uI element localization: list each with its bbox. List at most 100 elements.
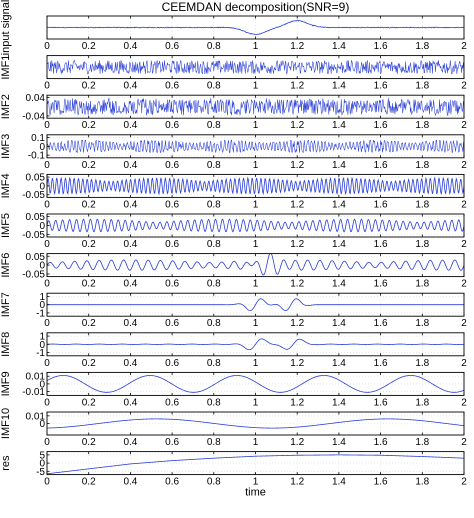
x-tick-label: 0.8	[207, 41, 221, 52]
x-tick-label: 0.4	[123, 120, 137, 131]
x-tick-label: 1.4	[332, 41, 346, 52]
y-tick-label: 0	[39, 340, 45, 351]
x-tick-label: 1	[253, 477, 259, 488]
x-tick-label: 1.6	[374, 397, 388, 408]
x-tick-label: 1	[253, 199, 259, 210]
y-axis-label: input signal	[0, 0, 12, 55]
series-line	[46, 418, 465, 429]
x-tick-label: 2	[461, 81, 467, 92]
chart-title: CEEMDAN decomposition(SNR=9)	[162, 0, 350, 14]
x-tick-label: 1.2	[290, 41, 304, 52]
y-axis-label: IMF8	[0, 332, 12, 357]
x-tick-label: 0.8	[207, 120, 221, 131]
x-tick-label: 2	[461, 437, 467, 448]
x-tick-label: 1.2	[290, 120, 304, 131]
x-tick-label: 0.2	[82, 318, 96, 329]
y-axis-label: IMF5	[0, 213, 12, 238]
panel-imf5: 0 0.2 0.4 0.6 0.8 1 1.2 1.4 1.6 1.8 20.050-0.05IMF…	[0, 212, 467, 250]
x-tick-label: 0.4	[123, 318, 137, 329]
x-tick-label: 0.2	[82, 477, 96, 488]
x-tick-label: 1	[253, 41, 259, 52]
y-tick-label: 0	[39, 261, 45, 272]
x-tick-label: 0.6	[165, 81, 179, 92]
y-tick-label: -1	[36, 308, 45, 319]
x-tick-label: 0.8	[207, 358, 221, 369]
y-axis-label: IMF3	[0, 134, 12, 159]
x-tick-label: 0.2	[82, 239, 96, 250]
x-tick-label: 1.8	[415, 239, 429, 250]
x-tick-label: 1.2	[290, 160, 304, 171]
x-tick-label: 1.8	[415, 81, 429, 92]
y-tick-label: 0	[39, 142, 45, 153]
panel-imf2: 0 0.2 0.4 0.6 0.8 1 1.2 1.4 1.6 1.8 2 0.04 -0.04 IMF2	[0, 93, 467, 131]
y-tick-label: 1	[39, 292, 45, 303]
x-tick-label: 0.2	[82, 397, 96, 408]
x-tick-label: 1.6	[374, 477, 388, 488]
y-tick-label: 0.1	[31, 133, 45, 144]
y-tick-label: -0.05	[22, 269, 45, 280]
x-tick-label: 1.2	[290, 437, 304, 448]
x-tick-label: 1.6	[374, 279, 388, 290]
x-tick-label: 0.8	[207, 239, 221, 250]
panel-imf6: 0 0.2 0.4 0.6 0.8 1 1.2 1.4 1.6 1.8 20.050-0.05IMF…	[0, 252, 467, 290]
x-tick-label: 0.6	[165, 239, 179, 250]
x-axis-label: time	[245, 487, 266, 499]
x-tick-label: 0	[44, 199, 50, 210]
y-axis-label: IMF1	[0, 55, 12, 80]
x-tick-label: 0.4	[123, 477, 137, 488]
y-tick-label: 0.05	[26, 212, 46, 223]
x-tick-label: 2	[461, 358, 467, 369]
y-tick-label: -0.01	[22, 387, 45, 398]
x-tick-label: 1.6	[374, 41, 388, 52]
x-tick-label: 1.2	[290, 199, 304, 210]
x-tick-label: 0	[44, 120, 50, 131]
y-tick-label: 0.01	[26, 372, 46, 383]
y-axis-label: res	[0, 455, 12, 471]
y-axis-label: IMF4	[0, 173, 12, 198]
series-line	[46, 338, 465, 351]
x-tick-label: 0.6	[165, 279, 179, 290]
x-tick-label: 2	[461, 41, 467, 52]
x-tick-label: 0.8	[207, 477, 221, 488]
series-line	[46, 253, 465, 276]
series-line	[46, 139, 465, 154]
y-tick-label: 0	[39, 379, 45, 390]
x-tick-label: 0.4	[123, 239, 137, 250]
series-line	[46, 19, 465, 36]
x-tick-label: 2	[461, 239, 467, 250]
series-line	[46, 454, 465, 475]
y-axis-label: IMF9	[0, 371, 12, 396]
x-tick-label: 0.2	[82, 199, 96, 210]
y-tick-label: -0.04	[22, 111, 45, 122]
x-tick-label: 0.2	[82, 160, 96, 171]
panel-imf9: 0 0.2 0.4 0.6 0.8 1 1.2 1.4 1.6 1.8 20.010-0.01IMF…	[0, 371, 467, 408]
x-tick-label: 1.6	[374, 81, 388, 92]
x-tick-label: 0.2	[82, 120, 96, 131]
x-tick-label: 1.6	[374, 199, 388, 210]
x-tick-label: 1.8	[415, 318, 429, 329]
x-tick-label: 0	[44, 81, 50, 92]
x-tick-label: 2	[461, 477, 467, 488]
x-tick-label: 0.8	[207, 318, 221, 329]
x-tick-label: 0.4	[123, 397, 137, 408]
x-tick-label: 0.6	[165, 120, 179, 131]
x-tick-label: 1.4	[332, 358, 346, 369]
x-tick-label: 0.8	[207, 397, 221, 408]
x-tick-label: 0.4	[123, 358, 137, 369]
panel-input-signal: 0 0.2 0.4 0.6 0.8 1 1.2 1.4 1.6 1.8 2 input signal	[0, 0, 467, 55]
y-axis-label: IMF6	[0, 253, 12, 278]
x-tick-label: 0	[44, 279, 50, 290]
x-tick-label: 0	[44, 239, 50, 250]
x-tick-label: 0.6	[165, 477, 179, 488]
x-tick-label: 1.4	[332, 239, 346, 250]
x-tick-label: 0.2	[82, 437, 96, 448]
y-tick-label: 0.01	[26, 411, 46, 422]
y-tick-label: 0	[39, 221, 45, 232]
y-tick-label: 5	[39, 450, 45, 461]
x-tick-label: 1.2	[290, 81, 304, 92]
x-tick-label: 0.4	[123, 437, 137, 448]
x-tick-label: 0.6	[165, 160, 179, 171]
